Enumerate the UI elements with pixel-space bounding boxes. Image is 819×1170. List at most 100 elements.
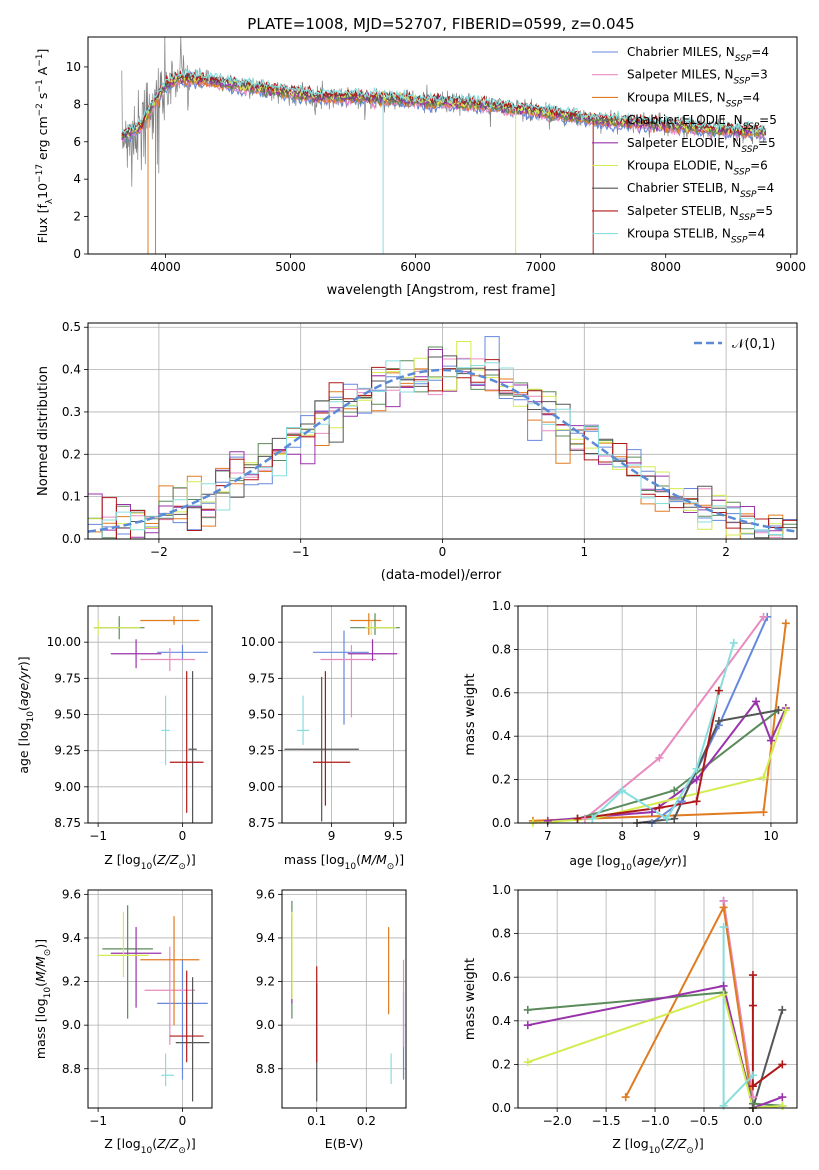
x-tick-label: −2.0 — [543, 1114, 572, 1128]
weight-marker — [759, 773, 768, 782]
x-tick-label: 7 — [544, 829, 552, 843]
weight-marker — [781, 706, 790, 715]
label-part: Flux [f — [35, 204, 50, 244]
y-tick-label: 0.3 — [62, 405, 81, 419]
weight-line — [751, 975, 783, 1089]
weight-marker — [748, 1071, 757, 1080]
weight-marker — [719, 981, 728, 990]
weight-marker — [778, 1093, 787, 1102]
weight-marker — [729, 638, 738, 647]
legend-sub: SSP — [739, 213, 756, 223]
label-part: ⊙ — [686, 1146, 694, 1156]
legend-name: Kroupa ELODIE, N — [627, 159, 734, 173]
x-tick-label: −1.0 — [640, 1114, 669, 1128]
label-part: )] — [186, 852, 196, 867]
legend-name: Kroupa MILES, N — [627, 90, 726, 104]
legend-count: =4 — [751, 45, 769, 59]
plot-area — [93, 616, 208, 823]
y-tick-label: 1.0 — [492, 599, 511, 613]
label-part: )] — [186, 1136, 196, 1151]
residual-histogram — [88, 360, 797, 539]
y-tick-label: 0.0 — [492, 816, 511, 830]
weight-marker — [523, 1058, 532, 1067]
plot-area — [98, 905, 210, 1102]
y-tick-label: 0 — [73, 247, 81, 261]
label-part: −1 — [35, 79, 45, 92]
weight-marker — [774, 706, 783, 715]
weight-line — [751, 1009, 784, 1108]
weight-marker — [766, 736, 775, 745]
label-part: Z [log — [612, 1136, 648, 1151]
y-tick-label: 9.50 — [54, 708, 81, 722]
weight-marker — [573, 814, 582, 823]
y-tick-label: 8.8 — [256, 1062, 275, 1076]
x-tick-label: 4000 — [150, 260, 181, 274]
weight-marker — [778, 1005, 787, 1014]
label-part: 10 — [621, 863, 633, 873]
weight-marker — [759, 612, 768, 621]
y-tick-label: 1.0 — [492, 883, 511, 897]
label-part: 10 — [43, 987, 53, 999]
legend-count: =5 — [758, 136, 776, 150]
weight-marker — [714, 686, 723, 695]
mass-vs-z-panel: −1 08.89.09.29.49.6Z [log10(Z/Z⊙)]mass [l… — [33, 887, 213, 1156]
weight-marker — [655, 753, 664, 762]
y-tick-label: 0.6 — [492, 970, 511, 984]
x-tick-label: 7000 — [525, 260, 556, 274]
y-tick-label: 9.4 — [62, 931, 81, 945]
label-part: ] — [35, 49, 50, 54]
weight-marker — [778, 1101, 787, 1110]
y-tick-label: 4 — [73, 172, 81, 186]
label-part: 10 — [141, 1146, 153, 1156]
label-part: age/yr — [16, 665, 31, 706]
label-part: 10 — [141, 862, 153, 872]
x-tick-label: 9 — [693, 829, 701, 843]
axes-frame — [517, 889, 798, 1109]
weight-marker — [588, 814, 597, 823]
y-tick-label: 9.0 — [62, 1018, 81, 1032]
legend-sub: SSP — [731, 236, 748, 246]
spectrum-panel: 4000 5000 6000 7000 8000 9000 0 2 4 6 8 10 wavelengt… — [35, 36, 806, 298]
weight-marker — [719, 923, 728, 932]
weight-line — [577, 690, 720, 820]
label-part: Z [log — [104, 1136, 140, 1151]
weight-marker — [647, 808, 656, 817]
label-part: 10 — [26, 711, 36, 723]
axes-frame — [517, 605, 798, 824]
weight-marker — [752, 697, 761, 706]
weight-marker — [523, 1005, 532, 1014]
y-tick-label: 8.75 — [248, 816, 275, 830]
label-part: λ — [45, 198, 55, 204]
weight-marker — [748, 1082, 757, 1091]
weight-marker — [748, 971, 757, 980]
plot-area — [284, 613, 400, 822]
y-tick-label: 2 — [73, 210, 81, 224]
weight-line — [624, 904, 754, 1108]
label-part: )] — [677, 853, 687, 868]
label-part: s — [35, 93, 50, 104]
label-part: Z/Z — [156, 852, 179, 867]
label-part: ( — [16, 706, 31, 711]
legend-name: Salpeter MILES, N — [627, 68, 734, 82]
figure-title: PLATE=1008, MJD=52707, FIBERID=0599, z=0… — [247, 15, 634, 33]
weight-marker — [662, 814, 671, 823]
label-part: −1 — [35, 54, 45, 67]
weight-line — [527, 984, 783, 1108]
y-tick-label: 8.75 — [54, 816, 81, 830]
label-part: ⊙ — [43, 949, 53, 957]
weight-marker — [781, 619, 790, 628]
mass-vs-ebv-panel: 0.1 0.2 8.8 9.0 9.2 9.4 9.6 E(B-V) — [256, 887, 407, 1151]
label-part: A — [35, 66, 50, 79]
x-tick-label: 0 — [179, 829, 187, 843]
weight-marker — [759, 808, 768, 817]
label-part: mass [log — [33, 998, 48, 1059]
legend-name: Chabrier STELIB, N — [627, 181, 740, 195]
y-tick-label: 10 — [66, 60, 81, 74]
x-tick-label: 10 — [763, 829, 778, 843]
legend-name: Kroupa STELIB, N — [627, 227, 731, 241]
weight-vs-z-panel: −2.0 −1.5 −1.0 −0.5 0.0 0.0 0.2 0.4 0.6 0.8 1.0 mas… — [463, 883, 798, 1156]
legend-entry: Kroupa MILES, NSSP=4 — [627, 90, 760, 109]
legend-sub: SSP — [734, 168, 751, 178]
legend-entry: Kroupa STELIB, NSSP=4 — [627, 227, 765, 246]
